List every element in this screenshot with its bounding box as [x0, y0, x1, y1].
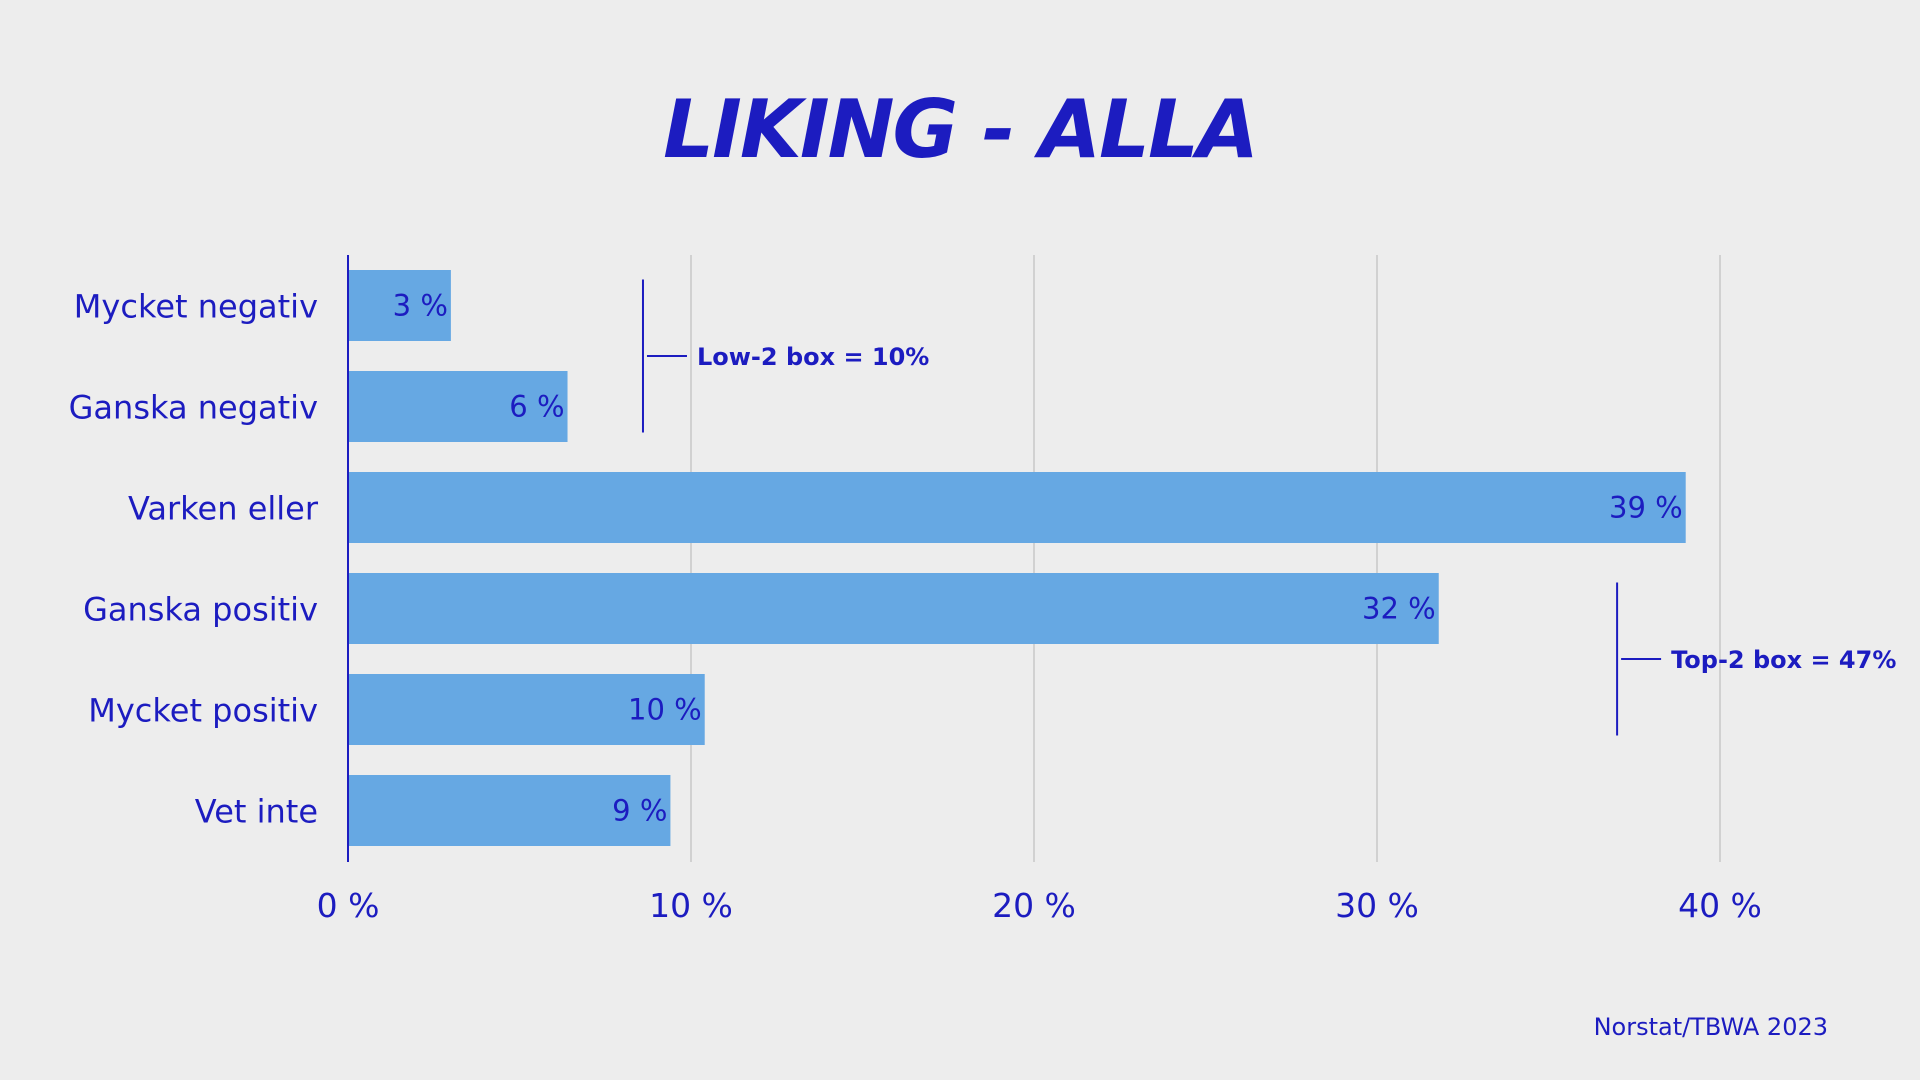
bar — [348, 472, 1686, 543]
annotations: Low-2 box = 10% Top-2 box = 47% — [641, 279, 1896, 736]
x-tick-label: 0 % — [317, 886, 380, 925]
bar-value-label: 6 % — [509, 390, 564, 424]
x-tick-label: 10 % — [649, 886, 733, 925]
chart-title: LIKING - ALLA — [663, 83, 1257, 176]
x-tick-label: 30 % — [1335, 886, 1419, 925]
bar — [348, 573, 1439, 644]
x-tick-label: 40 % — [1678, 886, 1762, 925]
x-tick-label: 20 % — [992, 886, 1076, 925]
bar-value-label: 10 % — [628, 693, 702, 727]
bars: 3 % 6 % 39 % 32 % 10 % 9 % — [348, 270, 1686, 846]
category-label: Mycket negativ — [74, 288, 318, 326]
bar — [348, 674, 705, 745]
category-label: Varken eller — [128, 490, 319, 528]
category-label: Mycket positiv — [88, 692, 318, 730]
bar-value-label: 32 % — [1362, 592, 1436, 626]
grid-lines — [690, 255, 1721, 862]
annotation-label: Top-2 box = 47% — [1671, 646, 1896, 674]
source-note: Norstat/TBWA 2023 — [1594, 1013, 1828, 1041]
annotation-label: Low-2 box = 10% — [697, 343, 929, 371]
bar — [348, 775, 671, 846]
x-tick-labels: 0 % 10 % 20 % 30 % 40 % — [317, 886, 1762, 925]
bar-value-label: 9 % — [612, 794, 667, 828]
category-label: Vet inte — [195, 793, 318, 831]
bar — [348, 371, 568, 442]
bar-value-label: 3 % — [393, 289, 448, 323]
category-label: Ganska negativ — [69, 389, 318, 427]
bar — [348, 270, 451, 341]
bar-value-label: 39 % — [1609, 491, 1683, 525]
category-labels: Mycket negativ Ganska negativ Varken eller… — [69, 288, 319, 831]
category-label: Ganska positiv — [83, 591, 318, 629]
